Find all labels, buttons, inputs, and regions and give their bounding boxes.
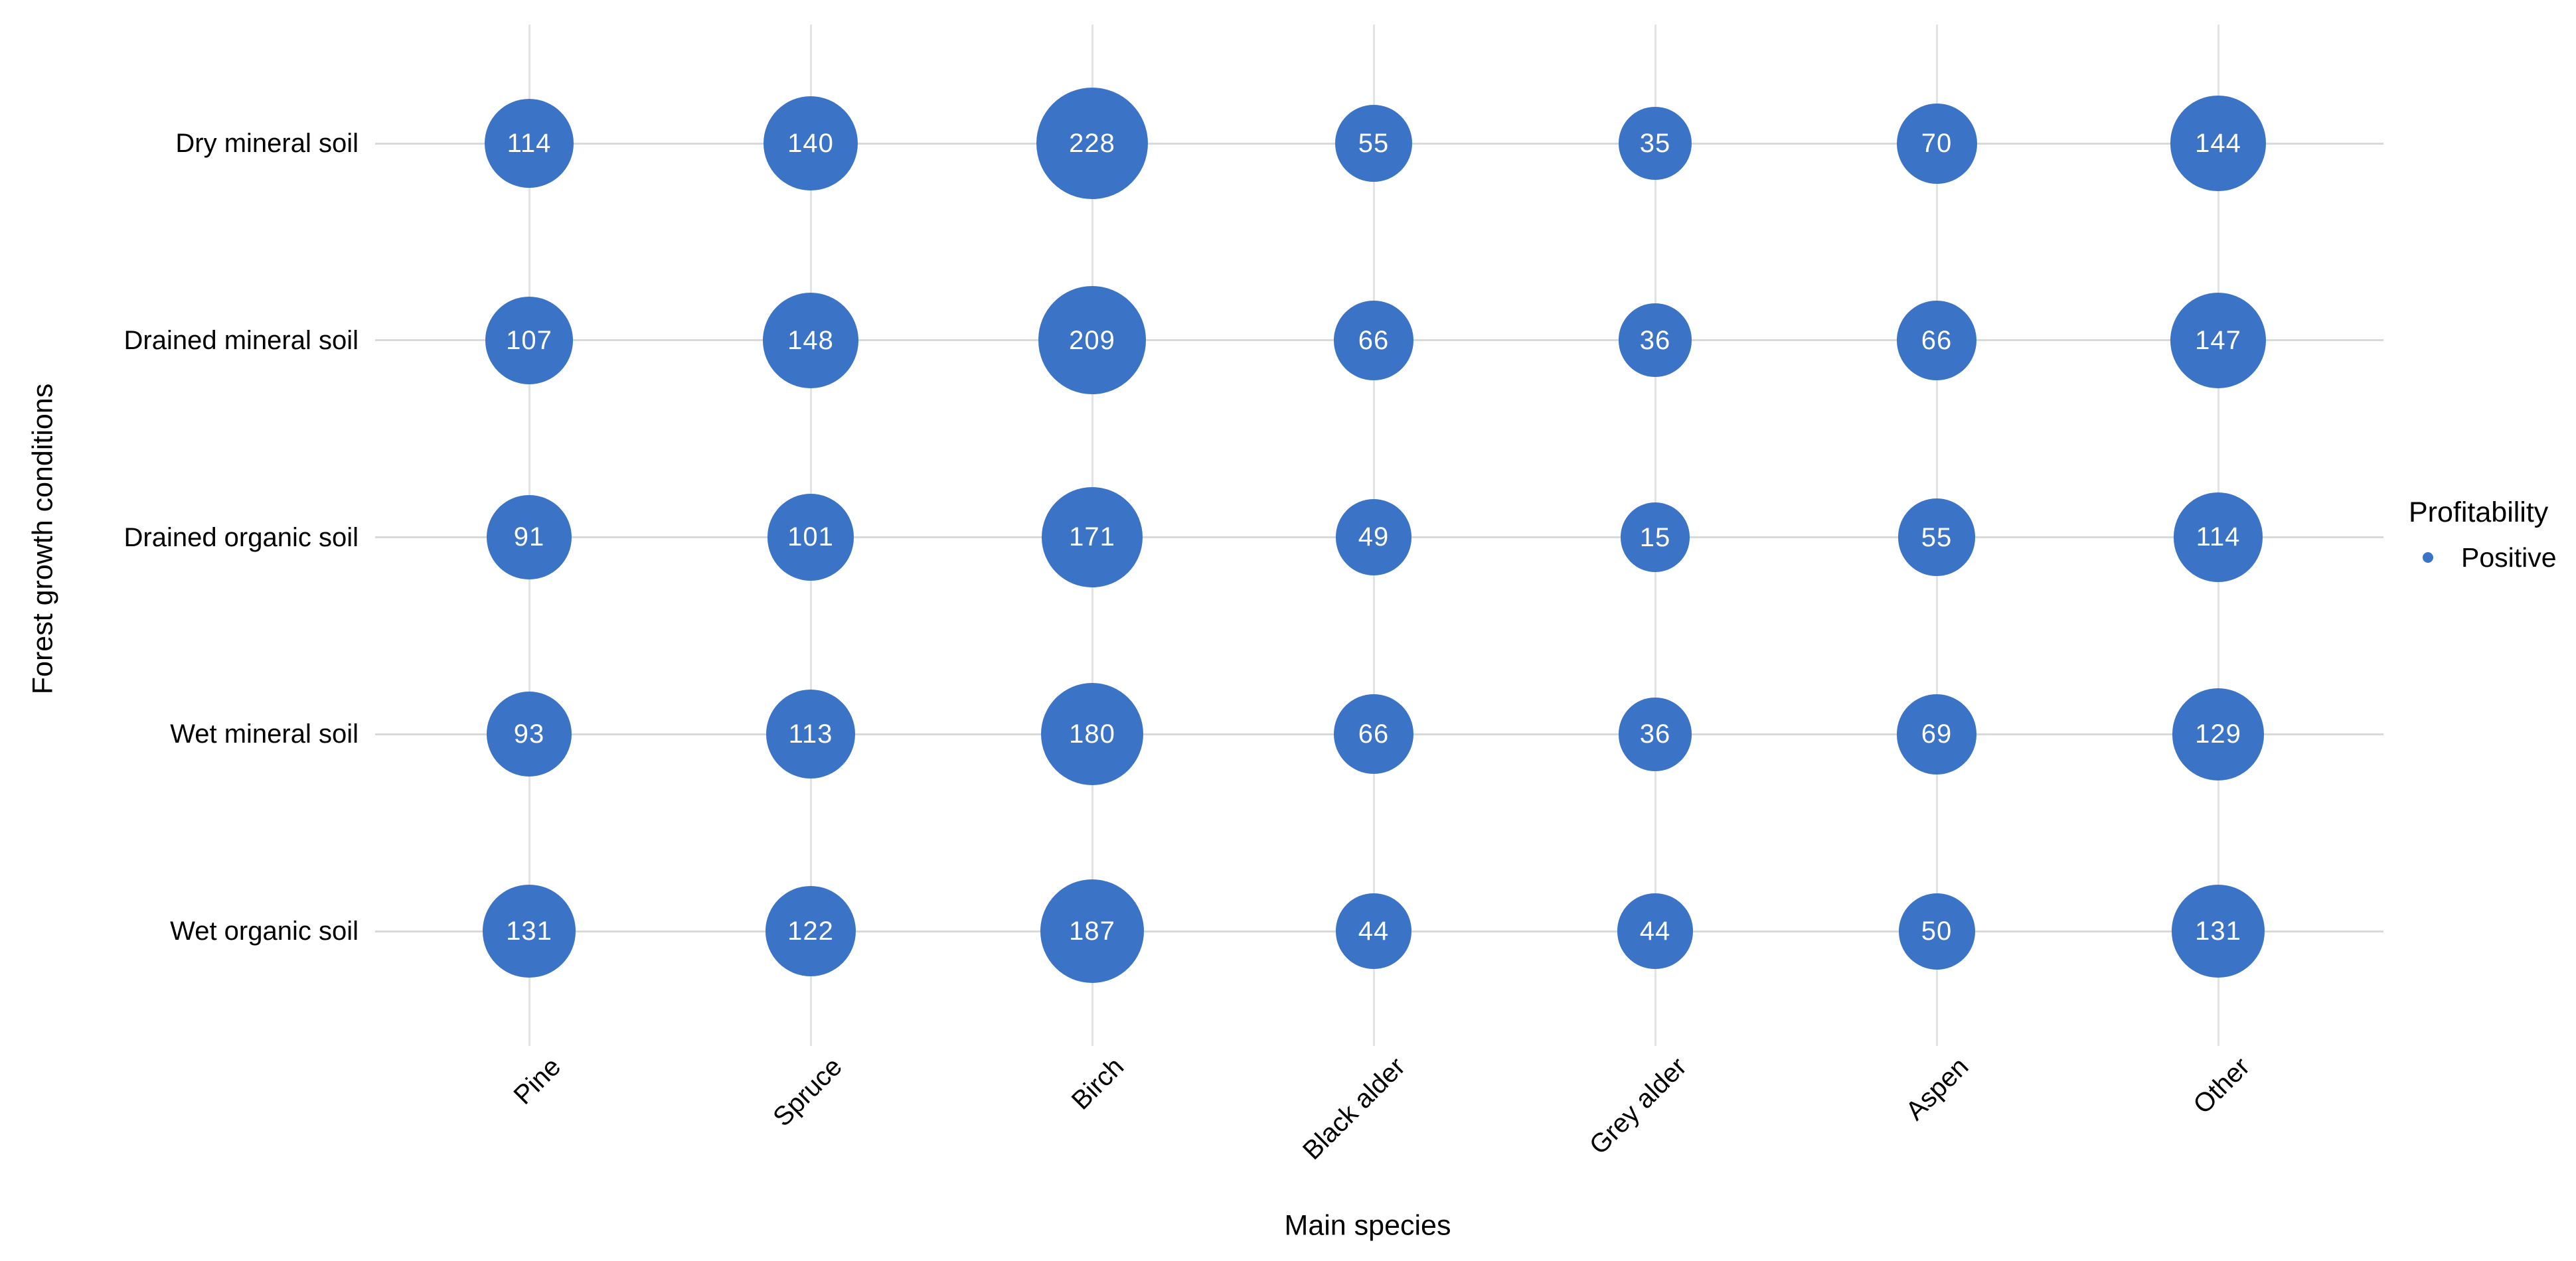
bubble-value-label: 66 (1358, 325, 1390, 355)
bubble[interactable]: 93 (487, 692, 572, 777)
bubble-value-label: 55 (1358, 129, 1390, 158)
bubble-value-label: 66 (1358, 719, 1390, 749)
bubble[interactable]: 171 (1042, 486, 1143, 588)
bubble-value-label: 107 (506, 325, 552, 355)
bubble[interactable]: 36 (1618, 303, 1692, 378)
legend-item-positive[interactable]: Positive (2409, 543, 2557, 572)
bubble[interactable]: 228 (1036, 87, 1149, 200)
y-tick-label: Wet organic soil (170, 917, 359, 946)
bubble-value-label: 144 (2195, 128, 2241, 158)
bubble[interactable]: 66 (1334, 300, 1413, 380)
bubble-value-label: 36 (1639, 719, 1671, 749)
bubble[interactable]: 35 (1618, 106, 1692, 181)
bubble-value-label: 44 (1639, 916, 1671, 946)
bubble-value-label: 148 (787, 325, 834, 355)
bubble[interactable]: 44 (1336, 893, 1411, 969)
bubble-value-label: 35 (1639, 129, 1671, 158)
bubble-value-label: 129 (2195, 719, 2241, 749)
legend: Profitability Positive (2409, 496, 2557, 572)
legend-item-label: Positive (2461, 542, 2557, 573)
bubble[interactable]: 147 (2170, 292, 2267, 388)
bubble[interactable]: 55 (1897, 498, 1976, 576)
bubble-value-label: 44 (1358, 916, 1390, 946)
bubble[interactable]: 131 (483, 885, 576, 978)
bubble[interactable]: 70 (1896, 103, 1977, 184)
bubble-value-label: 131 (506, 916, 552, 946)
bubble-value-label: 93 (513, 719, 545, 749)
y-tick-label: Wet mineral soil (170, 719, 359, 749)
x-tick-label: Black alder (1297, 1052, 1411, 1166)
bubble[interactable]: 129 (2172, 688, 2265, 780)
bubble[interactable]: 144 (2170, 96, 2266, 191)
x-tick-label: Other (2188, 1052, 2256, 1120)
y-tick-label: Drained mineral soil (123, 325, 359, 355)
bubble-value-label: 70 (1921, 129, 1953, 158)
bubble-value-label: 114 (507, 128, 552, 158)
bubble-value-label: 122 (787, 916, 834, 946)
bubble[interactable]: 55 (1334, 104, 1413, 183)
y-tick-label: Dry mineral soil (175, 129, 359, 158)
bubble[interactable]: 140 (764, 96, 858, 190)
bubble-value-label: 209 (1069, 325, 1115, 355)
bubble-value-label: 113 (788, 719, 833, 749)
bubble-value-label: 69 (1921, 719, 1953, 749)
bubble-value-label: 66 (1921, 325, 1953, 355)
bubble-value-label: 131 (2195, 916, 2241, 946)
bubble[interactable]: 114 (484, 98, 574, 188)
bubble[interactable]: 49 (1335, 499, 1412, 575)
x-tick-label: Grey alder (1583, 1052, 1693, 1161)
bubble[interactable]: 69 (1896, 694, 1977, 775)
bubble-value-label: 180 (1069, 719, 1115, 749)
bubble[interactable]: 148 (762, 292, 859, 388)
bubble[interactable]: 113 (766, 690, 855, 779)
y-tick-label: Drained organic soil (123, 522, 359, 552)
bubble[interactable]: 209 (1038, 286, 1147, 395)
bubble[interactable]: 122 (765, 885, 856, 977)
x-tick-label: Spruce (767, 1052, 848, 1132)
bubble[interactable]: 36 (1618, 697, 1692, 771)
bubble-value-label: 171 (1069, 522, 1115, 552)
bubble[interactable]: 187 (1040, 879, 1145, 984)
bubble[interactable]: 180 (1041, 683, 1143, 786)
bubble[interactable]: 101 (767, 494, 854, 581)
bubble-value-label: 49 (1358, 522, 1390, 552)
bubble[interactable]: 107 (485, 296, 574, 384)
bubble-value-label: 101 (787, 522, 834, 552)
bubble-value-label: 91 (513, 522, 545, 552)
legend-title: Profitability (2409, 496, 2549, 528)
bubble[interactable]: 131 (2172, 885, 2265, 978)
bubble-value-label: 228 (1069, 128, 1115, 158)
x-tick-label: Aspen (1899, 1052, 1974, 1126)
bubble[interactable]: 91 (487, 494, 572, 580)
x-tick-label: Pine (508, 1052, 567, 1110)
bubble[interactable]: 66 (1334, 694, 1413, 775)
bubble[interactable]: 66 (1897, 300, 1976, 380)
bubble[interactable]: 44 (1617, 893, 1693, 969)
x-axis-title: Main species (1284, 1209, 1451, 1242)
bubble-value-label: 55 (1921, 522, 1953, 552)
bubble-value-label: 140 (787, 129, 834, 158)
bubble-value-label: 50 (1921, 917, 1953, 946)
bubble-value-label: 187 (1069, 916, 1115, 946)
legend-dot-icon (2423, 552, 2433, 563)
bubble-value-label: 36 (1639, 325, 1671, 355)
bubble-value-label: 15 (1639, 522, 1671, 552)
bubble[interactable]: 114 (2173, 492, 2263, 582)
bubble-value-label: 147 (2195, 325, 2241, 355)
x-tick-label: Birch (1066, 1052, 1130, 1116)
bubble[interactable]: 50 (1898, 893, 1975, 970)
bubble[interactable]: 15 (1620, 502, 1690, 572)
bubble-value-label: 114 (2196, 522, 2241, 552)
